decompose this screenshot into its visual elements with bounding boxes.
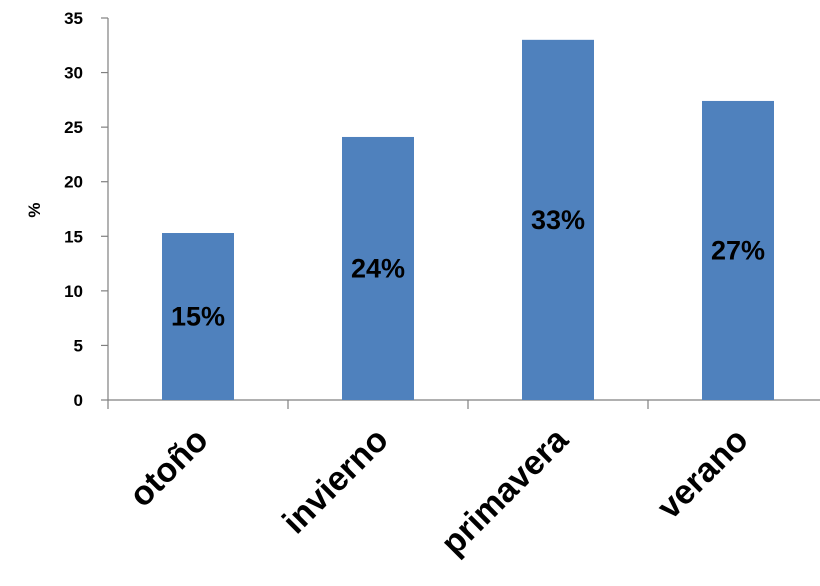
y-tick-label: 30: [64, 64, 83, 83]
y-tick-label: 10: [64, 282, 83, 301]
data-label: 24%: [351, 253, 405, 283]
bar-primavera: [522, 39, 594, 400]
bar-verano: [702, 100, 774, 400]
x-tick-label: primavera: [434, 420, 577, 563]
data-label: 27%: [711, 235, 765, 265]
y-tick-label: 25: [64, 118, 83, 137]
data-labels: 15% 24% 33% 27%: [171, 205, 765, 332]
x-tick-label: otoño: [122, 421, 216, 515]
data-label: 33%: [531, 205, 585, 235]
y-tick-label: 20: [64, 173, 83, 192]
data-label: 15%: [171, 302, 225, 332]
bar-otoño: [162, 233, 234, 400]
x-axis-ticks: otoño invierno primavera verano: [107, 400, 756, 563]
bars: [162, 39, 774, 401]
y-tick-label: 5: [74, 336, 83, 355]
y-axis-ticks: 0 5 10 15 20 25 30 35: [64, 9, 108, 410]
y-axis-label-group: %: [25, 202, 44, 217]
x-tick-label: invierno: [275, 421, 395, 541]
y-axis-label: %: [25, 202, 44, 217]
y-tick-label: 35: [64, 9, 83, 28]
x-tick-label: verano: [650, 421, 756, 527]
y-tick-label: 0: [74, 391, 83, 410]
y-tick-label: 15: [64, 227, 83, 246]
bar-invierno: [342, 136, 414, 401]
